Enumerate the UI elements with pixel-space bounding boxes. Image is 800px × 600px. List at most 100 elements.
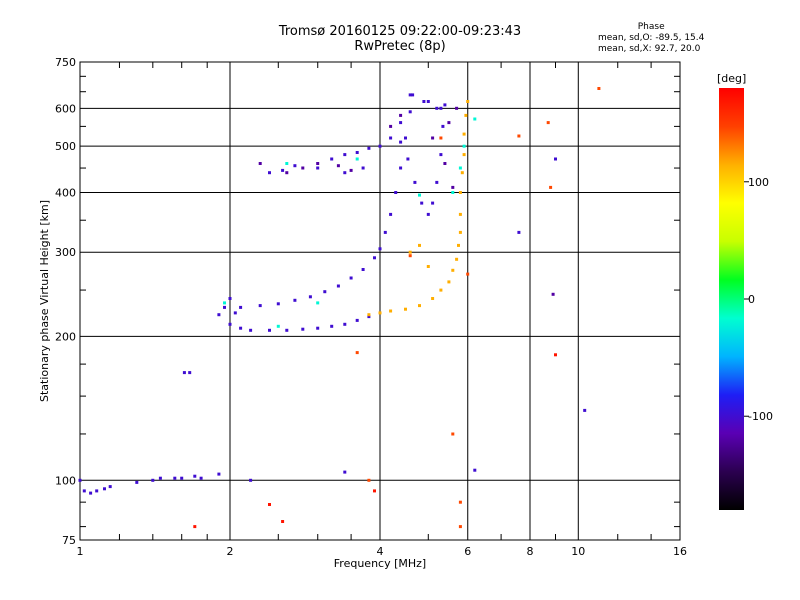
data-point bbox=[89, 491, 93, 495]
data-point bbox=[378, 311, 382, 315]
data-point bbox=[399, 121, 403, 125]
data-point bbox=[458, 166, 462, 170]
data-point bbox=[367, 146, 371, 150]
chart-title: Tromsø 20160125 09:22:00-09:23:43 RwPret… bbox=[0, 24, 800, 54]
data-point bbox=[336, 164, 340, 168]
data-point bbox=[355, 318, 359, 322]
data-point bbox=[462, 144, 466, 148]
data-point bbox=[343, 322, 347, 326]
data-point bbox=[517, 134, 521, 138]
data-point bbox=[293, 298, 297, 302]
data-point bbox=[349, 276, 353, 280]
data-point bbox=[451, 432, 455, 436]
data-point bbox=[373, 256, 376, 260]
data-point bbox=[441, 124, 445, 128]
data-point bbox=[239, 326, 243, 330]
plot-frame bbox=[79, 61, 681, 541]
data-point bbox=[258, 304, 262, 308]
data-point bbox=[281, 168, 285, 172]
data-point bbox=[217, 313, 221, 317]
data-point bbox=[517, 230, 521, 234]
data-point bbox=[330, 324, 334, 328]
data-point bbox=[135, 480, 139, 484]
data-point bbox=[158, 476, 162, 480]
data-point bbox=[551, 292, 555, 296]
data-point bbox=[451, 185, 455, 189]
colorbar: [deg] 100 0 -100 bbox=[717, 72, 773, 510]
data-point bbox=[458, 525, 462, 529]
data-point bbox=[389, 124, 393, 128]
data-point bbox=[193, 474, 197, 478]
data-point bbox=[188, 371, 192, 375]
data-point bbox=[173, 476, 177, 480]
data-point bbox=[268, 171, 271, 175]
data-point bbox=[223, 305, 226, 309]
phase-stats-o-mode: mean, sd,O: -89.5, 15.4 bbox=[598, 33, 705, 43]
data-point bbox=[389, 136, 393, 140]
y-axis-label: Stationary phase Virtual Height [km] bbox=[38, 200, 51, 402]
data-point bbox=[451, 268, 455, 272]
data-point bbox=[323, 290, 327, 294]
phase-stats-title: Phase bbox=[637, 22, 665, 32]
data-point bbox=[447, 280, 451, 284]
data-point bbox=[426, 100, 430, 103]
data-point bbox=[223, 301, 226, 305]
data-point bbox=[336, 284, 340, 288]
data-point bbox=[343, 171, 347, 175]
data-point bbox=[404, 136, 407, 140]
data-point bbox=[276, 324, 280, 328]
data-point bbox=[78, 478, 82, 482]
colorbar-tick-label: 0 bbox=[748, 293, 755, 306]
colorbar-tick-label: -100 bbox=[748, 410, 773, 423]
data-point bbox=[343, 153, 347, 157]
data-point bbox=[597, 87, 601, 90]
chart-title-line-1: Tromsø 20160125 09:22:00-09:23:43 bbox=[278, 24, 522, 39]
data-point bbox=[367, 313, 371, 317]
data-point bbox=[239, 305, 243, 309]
phase-stats-x-mode: mean, sd,X: 92.7, 20.0 bbox=[598, 44, 701, 54]
data-point bbox=[217, 472, 221, 476]
data-point bbox=[426, 212, 430, 216]
colorbar-unit-label: [deg] bbox=[717, 72, 746, 85]
data-point bbox=[355, 157, 359, 161]
data-point bbox=[316, 301, 320, 305]
data-point bbox=[418, 243, 421, 247]
data-point bbox=[426, 265, 430, 268]
data-point bbox=[378, 144, 382, 148]
data-point bbox=[451, 191, 455, 194]
y-tick-label: 500 bbox=[55, 140, 76, 153]
data-point bbox=[439, 288, 443, 292]
y-tick-label: 400 bbox=[55, 186, 76, 199]
data-point bbox=[583, 408, 587, 412]
data-point bbox=[466, 100, 470, 103]
data-point bbox=[408, 93, 412, 97]
data-point bbox=[349, 168, 353, 172]
data-points bbox=[78, 87, 601, 529]
x-tick-label: 1 bbox=[77, 545, 84, 558]
data-point bbox=[554, 353, 557, 357]
data-point bbox=[276, 302, 280, 306]
data-point bbox=[462, 153, 466, 157]
data-point bbox=[378, 247, 382, 251]
x-tick-label: 6 bbox=[464, 545, 471, 558]
data-point bbox=[180, 476, 184, 480]
data-point bbox=[316, 162, 320, 165]
data-point bbox=[420, 201, 424, 205]
data-point bbox=[473, 468, 477, 472]
data-point bbox=[435, 106, 439, 110]
data-point bbox=[361, 268, 365, 271]
data-point bbox=[367, 478, 371, 482]
data-point bbox=[389, 212, 393, 216]
x-tick-label: 4 bbox=[377, 545, 384, 558]
data-point bbox=[199, 476, 203, 480]
y-tick-label: 100 bbox=[55, 474, 76, 487]
data-point bbox=[308, 295, 312, 299]
data-point bbox=[443, 162, 447, 165]
colorbar-gradient bbox=[719, 88, 744, 510]
grid-lines bbox=[80, 62, 680, 540]
x-tick-label: 10 bbox=[571, 545, 585, 558]
data-point bbox=[367, 315, 371, 319]
data-point bbox=[554, 157, 557, 161]
data-point bbox=[455, 257, 459, 261]
y-tick-label: 750 bbox=[55, 56, 76, 69]
